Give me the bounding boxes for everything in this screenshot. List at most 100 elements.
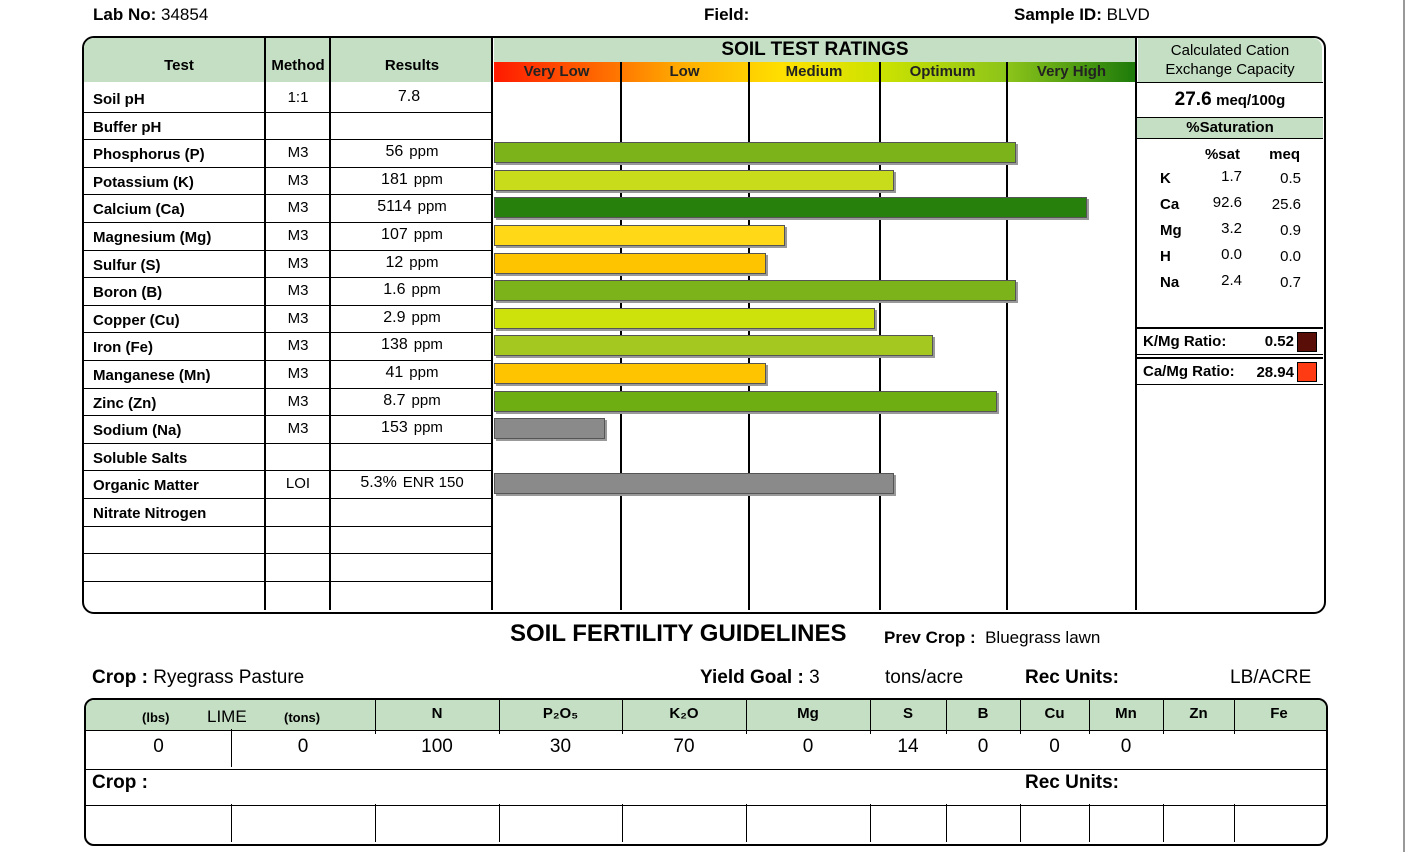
cec-header-bg xyxy=(1138,38,1322,82)
guidelines-title: SOIL FERTILITY GUIDELINES xyxy=(510,620,847,647)
row-divider xyxy=(84,360,492,361)
crop2-label: Crop : xyxy=(92,772,148,793)
divider xyxy=(499,698,500,734)
test-method: M3 xyxy=(287,282,309,300)
row-divider xyxy=(84,553,492,555)
result-unit: ppm xyxy=(413,226,443,243)
test-method: M3 xyxy=(287,171,309,189)
rating-bar xyxy=(494,335,933,357)
row-divider xyxy=(84,442,492,444)
meq-col-header: meq xyxy=(1269,146,1300,163)
test-method: M3 xyxy=(287,254,309,272)
row-divider xyxy=(84,415,492,417)
nutrient-header: S xyxy=(902,705,913,722)
divider xyxy=(375,804,376,842)
result-value: 181 xyxy=(381,170,408,188)
nutrient-header: Cu xyxy=(1044,705,1065,722)
divider xyxy=(86,805,1326,806)
result-value: 56 xyxy=(385,143,404,161)
test-result xyxy=(332,502,492,520)
result-unit: ppm xyxy=(409,143,439,161)
table-header-bg xyxy=(84,38,492,82)
test-name: Iron (Fe) xyxy=(93,339,153,357)
recommendation-value: 0 xyxy=(153,736,164,757)
divider xyxy=(491,36,493,610)
sat-element: Ca xyxy=(1160,196,1180,213)
row-divider xyxy=(84,194,492,196)
divider xyxy=(329,36,331,610)
divider xyxy=(1135,36,1137,610)
lime-tons-label: (tons) xyxy=(284,710,321,725)
test-result xyxy=(332,116,492,134)
test-name: Phosphorus (P) xyxy=(93,146,205,164)
rec-units-label: Rec Units: xyxy=(1025,667,1119,688)
test-name: Organic Matter xyxy=(93,477,199,495)
divider xyxy=(622,698,623,734)
recommendation-value: 0 xyxy=(297,736,309,757)
divider xyxy=(1089,698,1090,734)
recommendation-value: 0 xyxy=(977,736,989,757)
test-result: 1.6 ppm xyxy=(332,281,492,299)
test-method: M3 xyxy=(287,337,309,355)
rating-bar xyxy=(494,418,606,440)
divider xyxy=(946,804,947,842)
scale-optimum: Optimum xyxy=(909,63,976,80)
rating-bar xyxy=(494,307,875,329)
test-name: Buffer pH xyxy=(93,118,162,136)
test-name: Potassium (K) xyxy=(93,173,194,191)
row-divider xyxy=(84,332,492,334)
sat-percent: 92.6 xyxy=(1212,194,1242,211)
result-value: 5114 xyxy=(377,198,412,216)
yield-goal: Yield Goal : 3 xyxy=(700,667,820,688)
rec-units2-label: Rec Units: xyxy=(1025,772,1119,793)
test-name: Boron (B) xyxy=(93,284,163,302)
cec-title: Calculated Cation Exchange Capacity xyxy=(1165,42,1295,78)
result-unit: ENR 150 xyxy=(402,474,464,492)
test-result: 153 ppm xyxy=(332,419,492,437)
result-value: 107 xyxy=(381,226,408,243)
divider xyxy=(746,804,747,842)
test-name: Nitrate Nitrogen xyxy=(93,505,207,522)
divider xyxy=(1020,804,1021,842)
nutrient-header: Fe xyxy=(1270,705,1288,722)
sat-element: Mg xyxy=(1160,222,1182,239)
scale-very-low: Very Low xyxy=(523,63,590,80)
test-method: M3 xyxy=(287,365,309,382)
divider xyxy=(1137,82,1323,83)
test-name: Manganese (Mn) xyxy=(93,367,211,384)
result-unit: ppm xyxy=(409,364,439,381)
divider xyxy=(264,36,266,610)
sat-meq: 0.0 xyxy=(1280,248,1301,265)
sat-element: Na xyxy=(1160,274,1180,291)
result-value: 8.7 xyxy=(383,391,406,409)
rating-bar xyxy=(494,169,895,191)
row-divider xyxy=(84,387,492,389)
divider xyxy=(746,698,747,734)
result-unit: ppm xyxy=(411,391,441,409)
result-unit: ppm xyxy=(417,198,447,216)
scale-medium: Medium xyxy=(785,63,843,80)
guidelines-table xyxy=(84,698,1328,846)
nutrient-header: Mn xyxy=(1115,705,1137,722)
recommendation-value: 70 xyxy=(673,736,695,757)
scale-very-high: Very High xyxy=(1036,63,1107,80)
camg-color-swatch xyxy=(1297,362,1317,382)
test-result: 8.7 ppm xyxy=(332,392,492,410)
row-divider xyxy=(84,249,492,251)
col-method: Method xyxy=(271,57,325,74)
rating-bar xyxy=(494,142,1017,164)
rating-bar xyxy=(494,225,785,246)
result-value: 1.6 xyxy=(383,281,406,299)
field-label: Field: xyxy=(704,5,750,24)
test-result: 7.8 xyxy=(332,88,492,106)
divider xyxy=(1006,62,1008,610)
divider xyxy=(1163,698,1164,734)
result-value: 7.8 xyxy=(397,88,421,105)
row-divider xyxy=(84,470,492,472)
result-value: 12 xyxy=(385,253,404,271)
recommendation-value: 100 xyxy=(421,736,453,757)
saturation-title: %Saturation xyxy=(1137,117,1323,139)
sat-percent: 1.7 xyxy=(1221,168,1242,185)
divider xyxy=(86,769,1326,770)
sat-percent: 3.2 xyxy=(1221,220,1242,237)
